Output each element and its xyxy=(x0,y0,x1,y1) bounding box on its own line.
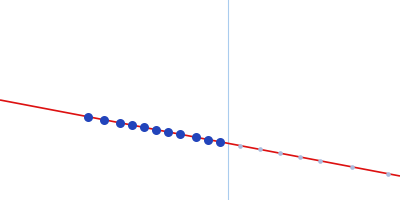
Point xyxy=(317,159,323,162)
Point xyxy=(277,152,283,155)
Point xyxy=(165,130,171,134)
Point xyxy=(141,126,147,129)
Point xyxy=(85,115,91,118)
Point xyxy=(237,144,243,147)
Point xyxy=(101,118,107,121)
Point xyxy=(217,140,223,143)
Point xyxy=(177,133,183,136)
Point xyxy=(205,138,211,141)
Point xyxy=(153,128,159,131)
Point xyxy=(129,123,135,127)
Point xyxy=(349,165,355,168)
Point xyxy=(385,172,391,175)
Point xyxy=(297,155,303,159)
Point xyxy=(117,121,123,124)
Point xyxy=(193,136,199,139)
Point xyxy=(257,148,263,151)
